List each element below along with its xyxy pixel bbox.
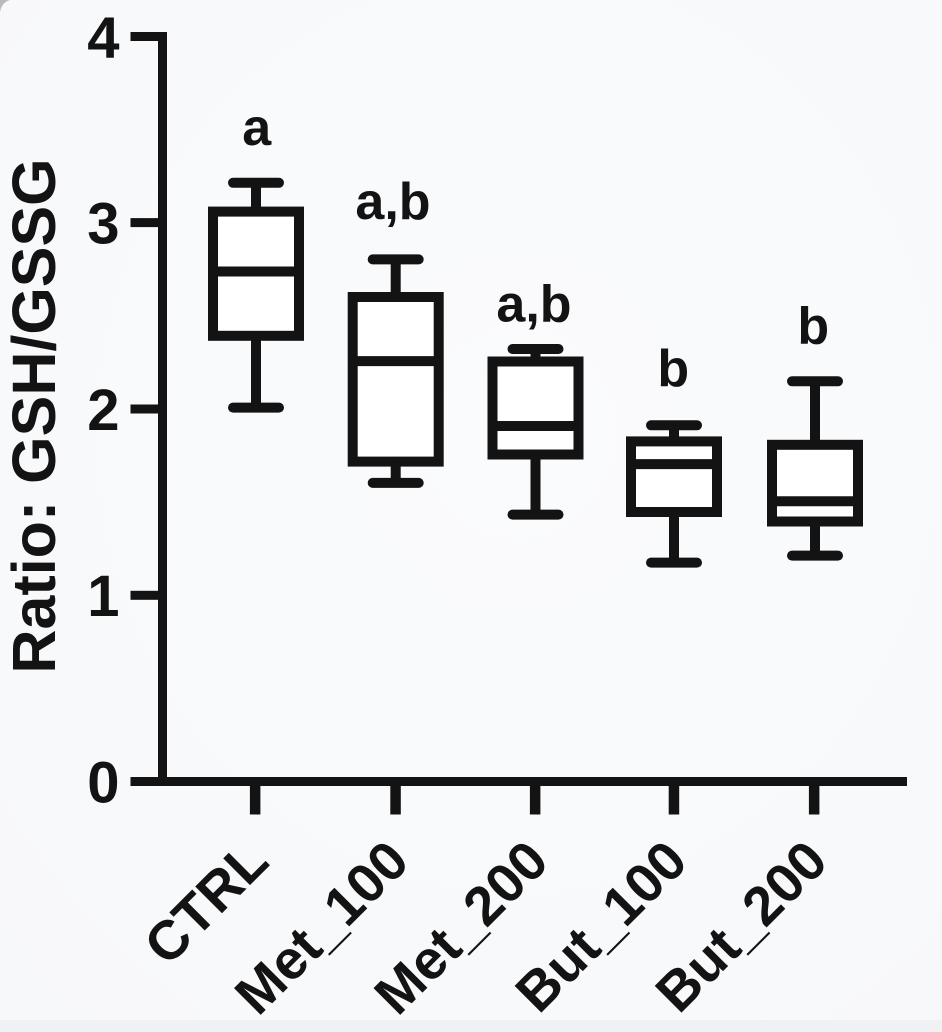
svg-text:b: b: [657, 340, 689, 398]
svg-text:1: 1: [87, 564, 119, 629]
svg-text:a: a: [242, 99, 272, 157]
svg-text:3: 3: [87, 191, 119, 256]
svg-text:a,b: a,b: [355, 173, 430, 231]
svg-text:2: 2: [87, 378, 119, 443]
svg-text:a,b: a,b: [496, 275, 571, 333]
svg-text:b: b: [797, 298, 829, 356]
svg-text:4: 4: [87, 5, 119, 70]
svg-text:Ratio: GSH/GSSG: Ratio: GSH/GSSG: [0, 158, 68, 673]
svg-text:0: 0: [87, 750, 119, 815]
